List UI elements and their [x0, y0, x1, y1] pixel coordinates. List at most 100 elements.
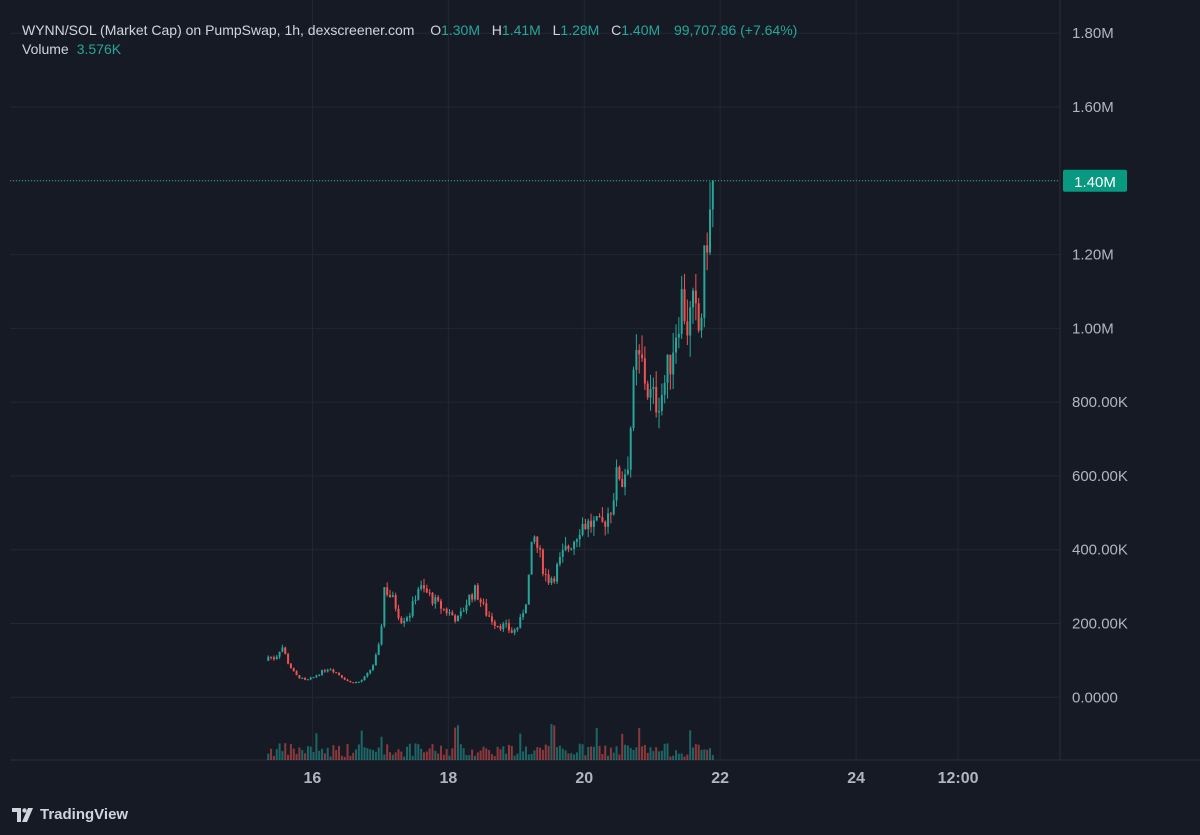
candle-body: [609, 513, 612, 515]
y-tick-label: 1.20M: [1072, 247, 1114, 264]
candle-body: [553, 578, 556, 582]
plot-background: [0, 0, 1200, 795]
candle-body: [394, 595, 397, 609]
volume-bar: [397, 749, 400, 760]
volume-bar: [493, 756, 496, 760]
volume-bar: [607, 755, 610, 760]
volume-bar: [553, 725, 556, 760]
candle-body: [522, 613, 525, 617]
volume-bar: [646, 752, 649, 760]
candle-body: [431, 592, 434, 604]
volume-bar: [400, 751, 403, 760]
volume-bar: [533, 750, 536, 760]
volume-bar: [326, 747, 329, 760]
candle-body: [519, 616, 522, 628]
volume-bar: [621, 733, 624, 760]
candle-body: [680, 289, 683, 334]
volume-bar: [612, 752, 615, 760]
volume-bar: [587, 747, 590, 760]
candle-body: [581, 523, 584, 535]
volume-bar: [519, 733, 522, 760]
volume-bar: [372, 749, 375, 760]
volume-bar: [420, 748, 423, 760]
candle-body: [335, 672, 338, 674]
candle-body: [363, 676, 366, 681]
candle-body: [641, 354, 644, 359]
candle-body: [332, 669, 335, 673]
volume-bar: [431, 744, 434, 760]
volume-bar: [465, 754, 468, 760]
candle-body: [692, 290, 695, 308]
candle-body: [304, 677, 307, 680]
candle-body: [658, 411, 661, 413]
volume-bar: [578, 743, 581, 760]
volume-bar: [499, 749, 502, 760]
y-tick-label: 1.60M: [1072, 99, 1114, 116]
volume-bar: [513, 755, 516, 760]
high-label: H: [491, 22, 502, 38]
volume-bar: [592, 746, 595, 760]
open-label: O: [430, 22, 442, 38]
volume-bar: [343, 756, 346, 760]
volume-bar: [408, 743, 411, 760]
candle-body: [632, 369, 635, 429]
volume-bar: [278, 743, 281, 760]
candle-body: [488, 615, 491, 617]
volume-bar: [417, 744, 420, 760]
volume-bar: [403, 756, 406, 760]
candle-body: [462, 610, 465, 612]
low-value: 1.28M: [560, 22, 600, 38]
candle-body: [295, 671, 298, 676]
candle-body: [612, 500, 615, 515]
volume-bar: [332, 745, 335, 760]
volume-bar: [629, 748, 632, 760]
x-tick-label: 12:00: [938, 770, 979, 787]
candle-body: [587, 520, 590, 530]
candle-body: [507, 623, 510, 631]
volume-bar: [468, 755, 471, 760]
candle-body: [326, 669, 329, 672]
candle-body: [306, 679, 309, 681]
volume-bar: [479, 750, 482, 760]
volume-bar: [270, 748, 273, 760]
open-value: 1.30M: [441, 22, 481, 38]
candle-body: [298, 675, 301, 679]
price-chart[interactable]: 1.80M 1.60M 1.40M 1.20M 1.00M 800.00K 600.00K 4…: [0, 0, 1200, 795]
x-tick-label: 16: [304, 770, 322, 787]
volume-bar: [380, 736, 383, 760]
volume-bar: [601, 754, 604, 760]
volume-bar: [482, 746, 485, 760]
candle-body: [272, 657, 275, 660]
candle-body: [451, 612, 454, 616]
x-tick-label: 22: [711, 770, 729, 787]
candle-body: [516, 627, 519, 630]
volume-bar: [363, 747, 366, 760]
low-label: L: [552, 22, 561, 38]
x-tick-label: 24: [847, 770, 865, 787]
volume-bar: [573, 754, 576, 760]
candle-body: [374, 654, 377, 666]
candle-body: [357, 681, 360, 683]
candle-body: [618, 467, 621, 480]
candle-body: [445, 608, 448, 614]
candle-body: [541, 549, 544, 574]
volume-bar: [434, 750, 437, 760]
candle-body: [448, 612, 451, 614]
volume-bar: [604, 745, 607, 760]
tradingview-logo-icon: [12, 807, 33, 822]
candle-body: [655, 386, 658, 413]
y-tick-label: 1.00M: [1072, 320, 1114, 337]
tradingview-brand[interactable]: TradingView: [12, 806, 128, 823]
candle-body: [309, 677, 312, 680]
volume-bar: [292, 748, 295, 760]
volume-bar: [641, 746, 644, 760]
volume-bar: [462, 748, 465, 760]
volume-bar: [550, 724, 553, 760]
candle-body: [533, 536, 536, 542]
candle-body: [590, 520, 593, 527]
candle-body: [321, 670, 324, 675]
candle-body: [360, 680, 363, 682]
volume-bar: [346, 743, 349, 760]
volume-bar: [439, 745, 442, 760]
last-price-label: 1.40M: [1074, 174, 1116, 191]
